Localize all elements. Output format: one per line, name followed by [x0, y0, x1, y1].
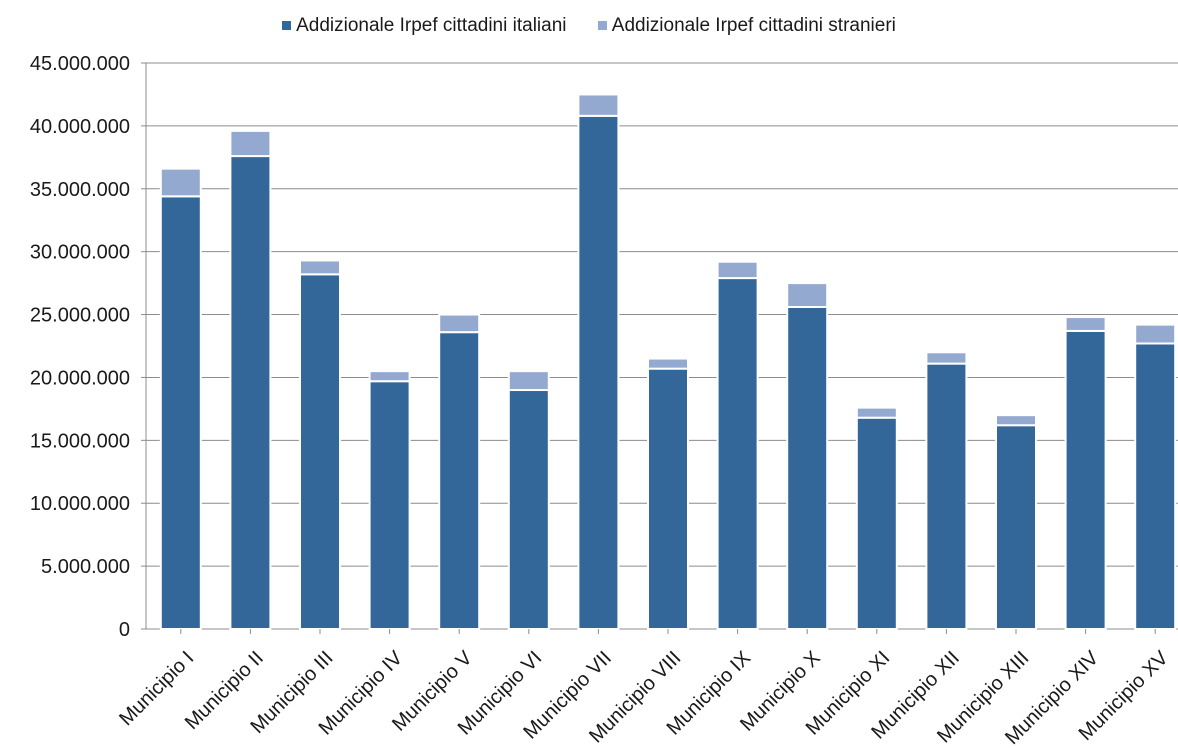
bar-segment-italiani — [925, 362, 968, 630]
legend-swatch-stranieri — [597, 21, 607, 30]
y-tick-label: 10.000.000 — [30, 493, 130, 515]
bar-segment-italiani — [647, 367, 689, 630]
bar-segment-stranieri — [647, 357, 689, 370]
bar-segment-stranieri — [507, 370, 550, 392]
bar-segment-italiani — [786, 306, 829, 630]
bar-segment-italiani — [995, 424, 1037, 630]
legend-label-stranieri: Addizionale Irpef cittadini stranieri — [611, 14, 896, 36]
y-tick-label: 40.000.000 — [30, 116, 130, 138]
bar-segment-stranieri — [1134, 323, 1177, 345]
bar-segment-italiani — [159, 195, 202, 631]
bar-segment-italiani — [229, 155, 272, 630]
bar-segment-italiani — [438, 331, 481, 630]
bar-segment-italiani — [299, 273, 341, 630]
bar-segment-stranieri — [855, 406, 898, 419]
bar-segment-stranieri — [1064, 316, 1107, 332]
bar-segment-italiani — [368, 380, 411, 630]
bar-segment-italiani — [1134, 342, 1177, 630]
y-tick-label: 30.000.000 — [30, 242, 130, 264]
bar-segment-stranieri — [786, 282, 829, 309]
bar-segment-italiani — [577, 114, 620, 631]
bar-segment-stranieri — [438, 313, 481, 334]
bar-segment-stranieri — [925, 351, 968, 365]
legend-item-stranieri: Addizionale Irpef cittadini stranieri — [597, 14, 896, 37]
bar-segment-italiani — [716, 277, 759, 630]
bar-segment-stranieri — [368, 370, 411, 383]
y-tick-label: 20.000.000 — [30, 367, 130, 389]
y-tick-label: 45.000.000 — [30, 53, 130, 75]
bar-segment-stranieri — [716, 260, 759, 280]
legend-label-italiani: Addizionale Irpef cittadini italiani — [296, 14, 567, 36]
bar-segment-italiani — [1064, 329, 1107, 630]
bar-segment-italiani — [507, 389, 550, 630]
y-tick-label: 5.000.000 — [41, 556, 130, 578]
y-tick-label: 25.000.000 — [30, 305, 130, 327]
bar-segment-stranieri — [159, 167, 202, 198]
legend-swatch-italiani — [282, 21, 292, 30]
bar-segment-stranieri — [299, 259, 341, 276]
legend-item-italiani: Addizionale Irpef cittadini italiani — [282, 14, 567, 37]
y-tick-label: 35.000.000 — [30, 179, 130, 201]
bar-segment-stranieri — [229, 129, 272, 158]
bar-segment-stranieri — [995, 414, 1037, 427]
chart-legend: Addizionale Irpef cittadini italiani Add… — [0, 14, 1178, 37]
y-tick-label: 0 — [119, 619, 130, 641]
bar-segment-stranieri — [577, 93, 620, 117]
y-tick-label: 15.000.000 — [30, 430, 130, 452]
bar-segment-italiani — [855, 416, 898, 630]
